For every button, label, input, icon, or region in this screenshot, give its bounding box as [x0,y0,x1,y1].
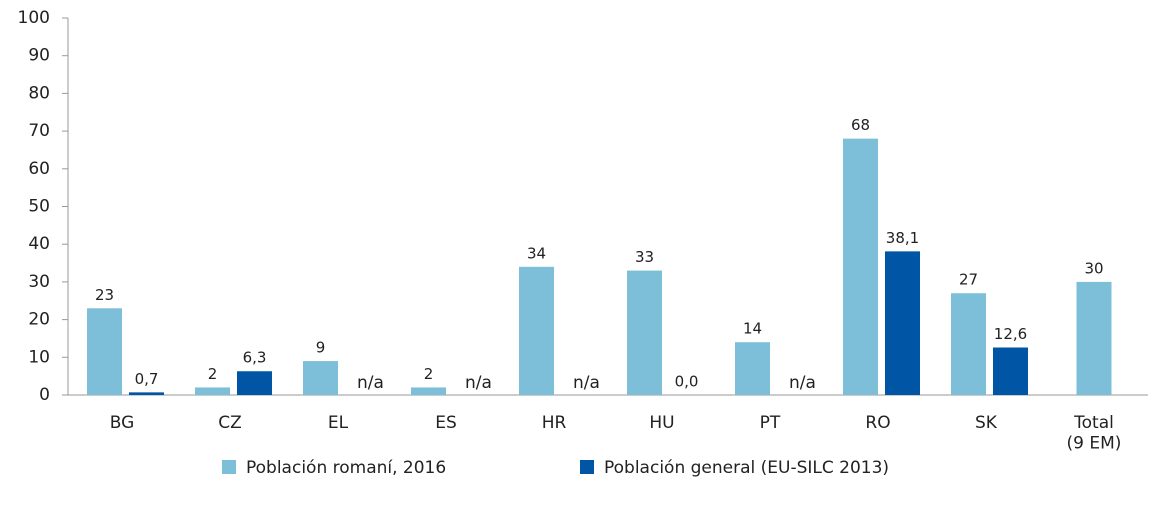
y-tick-label: 50 [28,197,50,217]
value-label: n/a [573,373,600,393]
legend-swatch [580,460,594,474]
bar [1076,281,1112,395]
bar [519,266,554,395]
y-tick-label: 10 [28,347,50,367]
x-tick-label: HU [649,413,674,433]
x-tick-label: ES [435,413,457,433]
y-tick-label: 30 [28,272,50,292]
y-tick-label: 20 [28,310,50,330]
value-label: 68 [851,116,870,134]
y-tick-label: 60 [28,159,50,179]
bar [951,293,986,395]
bar [303,361,338,395]
x-tick-label: HR [542,413,567,433]
value-label: 14 [743,320,762,338]
bar [627,270,662,395]
bar [885,251,920,395]
value-label: 0,0 [675,373,699,391]
y-tick-label: 40 [28,234,50,254]
x-tick-label: RO [865,413,890,433]
x-tick-label: PT [760,413,781,433]
y-tick-label: 100 [18,8,50,28]
legend-label: Población romaní, 2016 [246,458,446,478]
legend-label: Población general (EU-SILC 2013) [604,458,889,478]
y-tick-label: 70 [28,121,50,141]
bar [87,308,122,395]
x-tick-label: Total (9 EM) [1067,413,1122,453]
value-label: 27 [959,271,978,289]
value-label: 2 [208,365,218,383]
legend-swatch [222,460,236,474]
x-tick-label: CZ [218,413,242,433]
value-label: 9 [316,339,326,357]
bar [129,392,164,395]
bar [195,387,230,395]
bar [993,347,1028,395]
value-label: n/a [357,373,384,393]
value-label: 6,3 [243,349,267,367]
value-label: 34 [527,244,546,262]
bar [843,138,878,395]
value-label: 30 [1084,259,1103,277]
bar [735,342,770,395]
x-tick-label: SK [975,413,998,433]
bar [411,387,446,395]
value-label: n/a [465,373,492,393]
x-tick-label: EL [328,413,349,433]
y-tick-label: 0 [39,385,50,405]
value-label: 23 [95,286,114,304]
y-tick-label: 80 [28,83,50,103]
x-tick-label: BG [110,413,135,433]
value-label: 12,6 [994,325,1027,343]
value-label: 0,7 [135,370,159,388]
bar [237,371,272,395]
y-tick-label: 90 [28,46,50,66]
value-label: 33 [635,248,654,266]
value-label: 2 [424,365,434,383]
value-label: 38,1 [886,229,919,247]
value-label: n/a [789,373,816,393]
